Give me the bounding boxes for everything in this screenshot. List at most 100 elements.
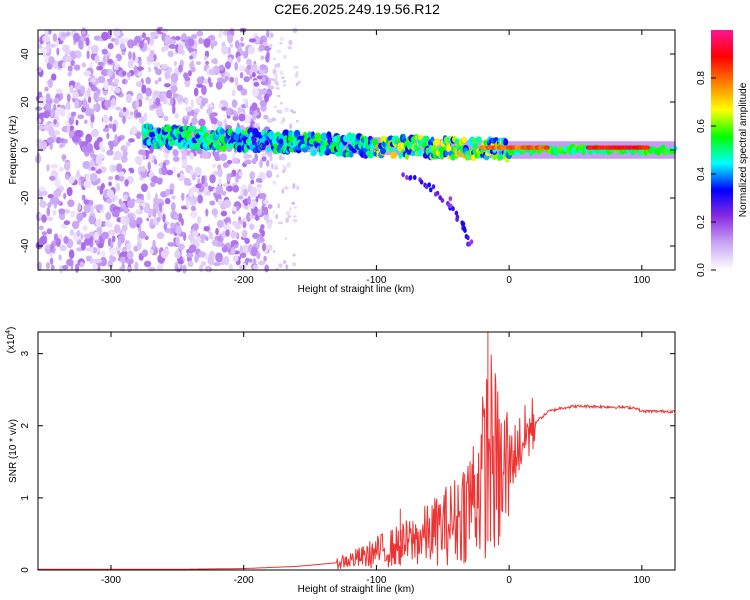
noise-blob	[107, 229, 116, 236]
noise-blob	[45, 93, 51, 102]
noise-blob	[200, 261, 207, 267]
band-blob	[434, 138, 441, 147]
noise-blob	[126, 242, 132, 251]
band-blob	[380, 147, 387, 155]
noise-blob	[251, 158, 257, 165]
snr-y-tick-label: 1	[20, 495, 31, 501]
noise-blob	[269, 244, 273, 251]
noise-blob	[282, 83, 287, 87]
noise-blob	[190, 205, 197, 212]
noise-blob	[94, 258, 103, 264]
noise-blob	[120, 202, 126, 210]
noise-blob	[239, 72, 244, 79]
noise-blob	[65, 101, 71, 111]
noise-blob	[193, 113, 197, 119]
band-blob	[261, 142, 266, 150]
noise-blob	[146, 190, 151, 201]
noise-blob	[121, 154, 128, 163]
noise-blob	[261, 242, 267, 252]
noise-blob	[67, 199, 75, 208]
noise-blob	[175, 225, 182, 235]
noise-blob	[122, 106, 127, 113]
noise-blob	[122, 246, 127, 253]
branch-blob	[435, 190, 440, 196]
noise-blob	[242, 188, 248, 197]
noise-blob	[220, 79, 227, 84]
noise-blob	[86, 87, 91, 98]
noise-blob	[36, 66, 43, 73]
snr-x-tick-label: -100	[366, 575, 386, 586]
noise-blob	[40, 235, 47, 246]
noise-blob	[152, 208, 157, 218]
noise-blob	[83, 204, 91, 214]
branch-blob	[448, 196, 453, 202]
noise-blob	[42, 124, 51, 131]
band-blob	[461, 136, 467, 144]
noise-blob	[119, 43, 126, 50]
noise-blob	[148, 36, 155, 46]
noise-blob	[59, 244, 67, 252]
noise-blob	[258, 44, 265, 52]
noise-blob	[75, 263, 79, 274]
noise-blob	[149, 49, 155, 57]
noise-blob	[206, 191, 211, 196]
noise-blob	[256, 251, 261, 260]
noise-blob	[122, 150, 128, 157]
noise-blob	[253, 35, 261, 45]
noise-blob	[193, 108, 200, 114]
noise-blob	[136, 66, 145, 71]
noise-blob	[127, 39, 135, 49]
noise-blob	[211, 124, 219, 130]
noise-blob	[246, 64, 252, 70]
noise-blob	[109, 115, 113, 122]
noise-blob	[120, 145, 128, 152]
noise-blob	[223, 218, 230, 223]
noise-blob	[112, 156, 118, 161]
noise-blob	[286, 162, 292, 167]
noise-blob	[99, 256, 107, 267]
noise-blob	[147, 161, 151, 172]
snr-series-line	[38, 332, 675, 570]
noise-blob	[198, 251, 206, 258]
noise-blob	[38, 112, 47, 118]
noise-blob	[158, 77, 162, 82]
snr-frame	[37, 331, 676, 571]
spectrogram-heatmap	[34, 26, 678, 274]
noise-blob	[89, 247, 94, 253]
noise-blob	[226, 34, 234, 44]
noise-blob	[272, 68, 277, 75]
noise-blob	[194, 254, 199, 263]
colorbar-ticks: 0.0 0.2 0.4 0.6 0.8	[696, 71, 716, 277]
noise-blob	[247, 45, 256, 55]
snr-y-tick-label: 3	[20, 350, 31, 356]
noise-blob	[230, 231, 238, 239]
noise-blob	[113, 209, 120, 218]
noise-blob	[86, 50, 90, 60]
noise-blob	[228, 186, 233, 192]
noise-blob	[283, 186, 289, 190]
noise-blob	[54, 106, 63, 116]
band-blob	[264, 139, 270, 146]
noise-blob	[275, 214, 279, 220]
noise-blob	[238, 171, 243, 177]
noise-blob	[242, 262, 247, 271]
noise-blob	[203, 38, 211, 48]
noise-blob	[264, 93, 270, 103]
noise-blob	[116, 163, 123, 173]
noise-blob	[96, 65, 104, 71]
noise-blob	[71, 135, 80, 143]
noise-blob	[80, 176, 85, 187]
noise-blob	[38, 212, 43, 219]
spectrogram-y-label: Frequency (Hz)	[8, 116, 19, 185]
branch-blob	[431, 184, 436, 190]
noise-blob	[76, 169, 80, 178]
noise-blob	[210, 42, 214, 50]
noise-blob	[230, 249, 236, 254]
noise-blob	[67, 65, 73, 72]
noise-blob	[108, 181, 112, 187]
noise-blob	[266, 30, 270, 38]
noise-blob	[166, 89, 173, 99]
noise-blob	[81, 62, 87, 68]
noise-blob	[66, 124, 71, 133]
noise-blob	[58, 254, 62, 261]
